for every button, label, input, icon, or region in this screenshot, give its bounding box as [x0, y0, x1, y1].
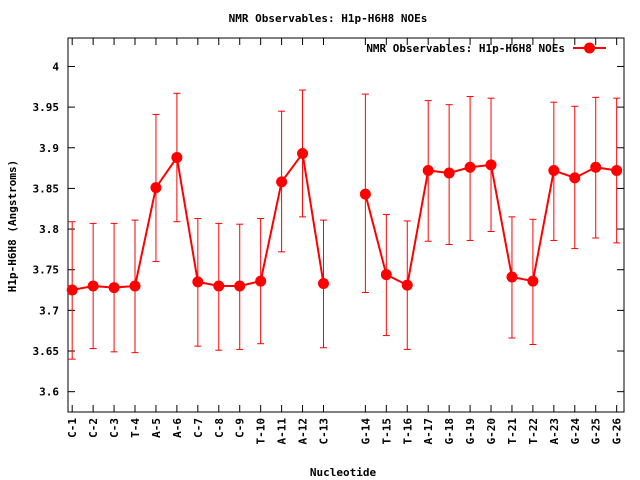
- data-point: [66, 284, 78, 296]
- plot-frame: [67, 37, 625, 413]
- x-tick-label: T-22: [527, 418, 540, 445]
- y-tick-label: 3.95: [33, 101, 60, 114]
- x-tick-label: G-18: [443, 418, 456, 445]
- x-tick-label: A-6: [171, 418, 184, 438]
- data-point: [464, 161, 476, 173]
- data-point: [443, 167, 455, 179]
- data-point: [276, 176, 288, 188]
- data-point: [297, 147, 309, 159]
- x-tick-label: G-25: [590, 418, 603, 445]
- data-point: [150, 182, 162, 194]
- x-axis-label: Nucleotide: [310, 466, 377, 479]
- data-point: [611, 165, 623, 177]
- x-tick-label: G-24: [569, 418, 582, 445]
- data-point: [548, 165, 560, 177]
- x-tick-label: C-7: [192, 418, 205, 438]
- y-tick-label: 3.65: [33, 345, 60, 358]
- legend: NMR Observables: H1p-H6H8 NOEs: [366, 42, 606, 55]
- x-tick-label: T-15: [380, 418, 393, 445]
- x-tick-label: A-11: [276, 418, 289, 445]
- data-point: [359, 188, 371, 200]
- data-point: [87, 280, 99, 292]
- data-point: [213, 280, 225, 292]
- x-tick-label: G-20: [485, 418, 498, 445]
- x-tick-label: C-3: [108, 418, 121, 438]
- x-tick-label: T-16: [401, 418, 414, 445]
- plot-area: 3.6 3.65 3.7 3.75 3.8 3.85 3.9 3.95 4 C-1 C-2 C-3 T-…: [33, 37, 625, 445]
- y-axis-label: H1p-H6H8 (Angstroms): [6, 160, 19, 292]
- y-tick-label: 3.7: [39, 304, 59, 317]
- data-point: [506, 271, 518, 283]
- y-tick-label: 3.9: [39, 142, 59, 155]
- data-point: [192, 276, 204, 288]
- x-tick-label: G-26: [611, 418, 624, 445]
- data-point: [171, 152, 183, 164]
- data-point: [129, 280, 141, 292]
- y-tick-label: 3.85: [33, 182, 60, 195]
- y-tick-label: 3.6: [39, 386, 59, 399]
- x-tick-label: C-8: [213, 418, 226, 438]
- data-point: [527, 275, 539, 287]
- x-tick-label: A-23: [548, 418, 561, 445]
- y-tick-label: 4: [52, 60, 59, 73]
- data-point: [401, 279, 413, 291]
- x-tick-label: A-5: [150, 418, 163, 438]
- x-tick-label: C-13: [317, 418, 330, 445]
- chart-title: NMR Observables: H1p-H6H8 NOEs: [229, 12, 428, 25]
- x-tick-label: A-17: [422, 418, 435, 445]
- y-tick-label: 3.8: [39, 223, 59, 236]
- x-tick-label: T-4: [129, 418, 142, 438]
- data-point: [317, 278, 329, 290]
- data-point: [234, 280, 246, 292]
- data-point: [380, 269, 392, 281]
- data-point: [569, 172, 581, 184]
- x-tick-label: C-2: [87, 418, 100, 438]
- x-tick-label: C-9: [234, 418, 247, 438]
- y-tick-label: 3.75: [33, 264, 60, 277]
- x-tick-label: A-12: [297, 418, 310, 445]
- x-tick-label: G-14: [359, 418, 372, 445]
- x-tick-label: C-1: [66, 418, 79, 438]
- data-point: [108, 282, 120, 294]
- data-point: [422, 165, 434, 177]
- x-tick-label: T-21: [506, 418, 519, 445]
- legend-label: NMR Observables: H1p-H6H8 NOEs: [366, 42, 565, 55]
- x-tick-label: T-10: [255, 418, 268, 445]
- data-point: [590, 161, 602, 173]
- legend-marker-sample: [584, 42, 595, 54]
- data-point: [255, 275, 267, 287]
- x-tick-label: G-19: [464, 418, 477, 445]
- data-point: [485, 159, 497, 171]
